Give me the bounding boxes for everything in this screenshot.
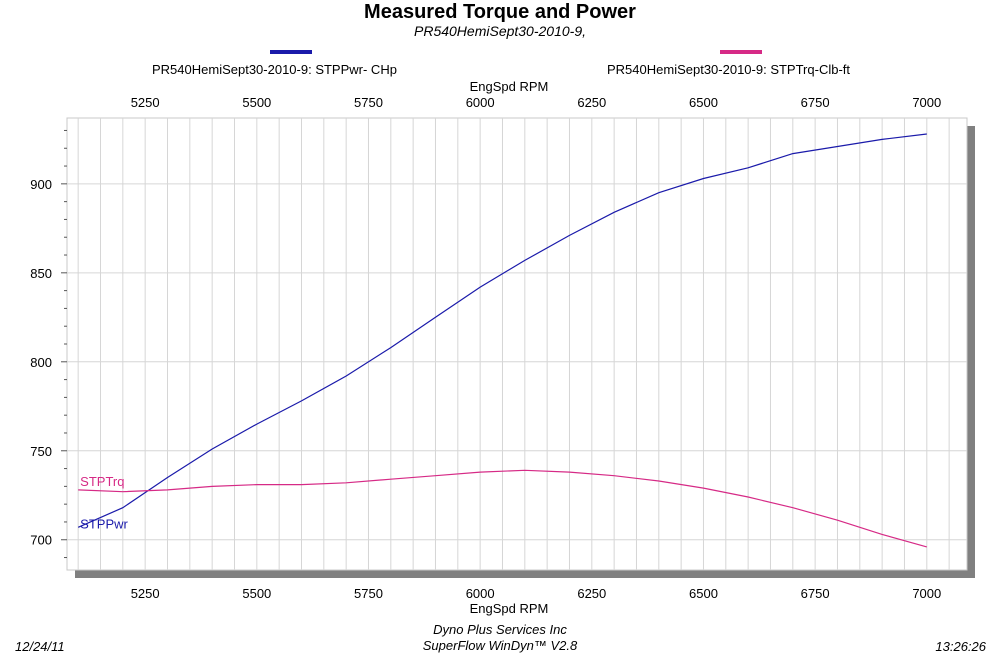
y-tick-label: 700 bbox=[30, 533, 52, 548]
x-tick-label-top: 5500 bbox=[242, 95, 271, 110]
series-line-power bbox=[77, 133, 927, 528]
x-axis-title: EngSpd RPM bbox=[470, 601, 549, 616]
x-tick-label-top: 5750 bbox=[354, 95, 383, 110]
chart-plot: 5250 5250 5500 5500 5750 5750 6000 6000 6250 6250… bbox=[30, 79, 975, 616]
legend-label-torque: PR540HemiSept30-2010-9: STPTrq-Clb-ft bbox=[607, 62, 851, 77]
x-tick-label: 6250 bbox=[577, 586, 606, 601]
footer-date: 12/24/11 bbox=[15, 639, 65, 654]
x-tick-label: 7000 bbox=[912, 586, 941, 601]
y-tick-label: 900 bbox=[30, 177, 52, 192]
horizontal-gridlines bbox=[67, 183, 967, 541]
x-tick-label: 5750 bbox=[354, 586, 383, 601]
footer-company: Dyno Plus Services Inc bbox=[433, 622, 567, 637]
legend-swatch-torque bbox=[720, 50, 762, 54]
series-line-torque bbox=[78, 469, 927, 548]
x-tick-label: 6500 bbox=[689, 586, 718, 601]
x-tick-label: 6000 bbox=[466, 586, 495, 601]
y-tick-label: 750 bbox=[30, 444, 52, 459]
x-tick-label: 5500 bbox=[242, 586, 271, 601]
series-label-power: STPPwr bbox=[80, 516, 128, 531]
x-tick-label-top: 6000 bbox=[466, 95, 495, 110]
x-axis-title-top: EngSpd RPM bbox=[470, 79, 549, 94]
plot-area bbox=[66, 117, 968, 571]
x-tick-label-top: 6750 bbox=[801, 95, 830, 110]
x-tick-label-top: 7000 bbox=[912, 95, 941, 110]
footer-software: SuperFlow WinDyn™ V2.8 bbox=[422, 638, 578, 653]
x-tick-label-top: 6250 bbox=[577, 95, 606, 110]
footer-time: 13:26:26 bbox=[935, 639, 986, 654]
chart-subtitle: PR540HemiSept30-2010-9, bbox=[414, 23, 586, 39]
y-axis-ticks bbox=[61, 129, 67, 559]
y-tick-label: 850 bbox=[30, 266, 52, 281]
legend-swatch-power bbox=[270, 50, 312, 54]
vertical-gridlines bbox=[77, 118, 950, 570]
x-tick-label-top: 6500 bbox=[689, 95, 718, 110]
legend-label-power: PR540HemiSept30-2010-9: STPPwr- CHp bbox=[152, 62, 397, 77]
series-label-torque: STPTrq bbox=[80, 474, 124, 489]
chart-title: Measured Torque and Power bbox=[364, 1, 636, 23]
x-tick-label: 6750 bbox=[801, 586, 830, 601]
y-tick-label: 800 bbox=[30, 355, 52, 370]
x-tick-label-top: 5250 bbox=[131, 95, 160, 110]
x-tick-label: 5250 bbox=[131, 586, 160, 601]
